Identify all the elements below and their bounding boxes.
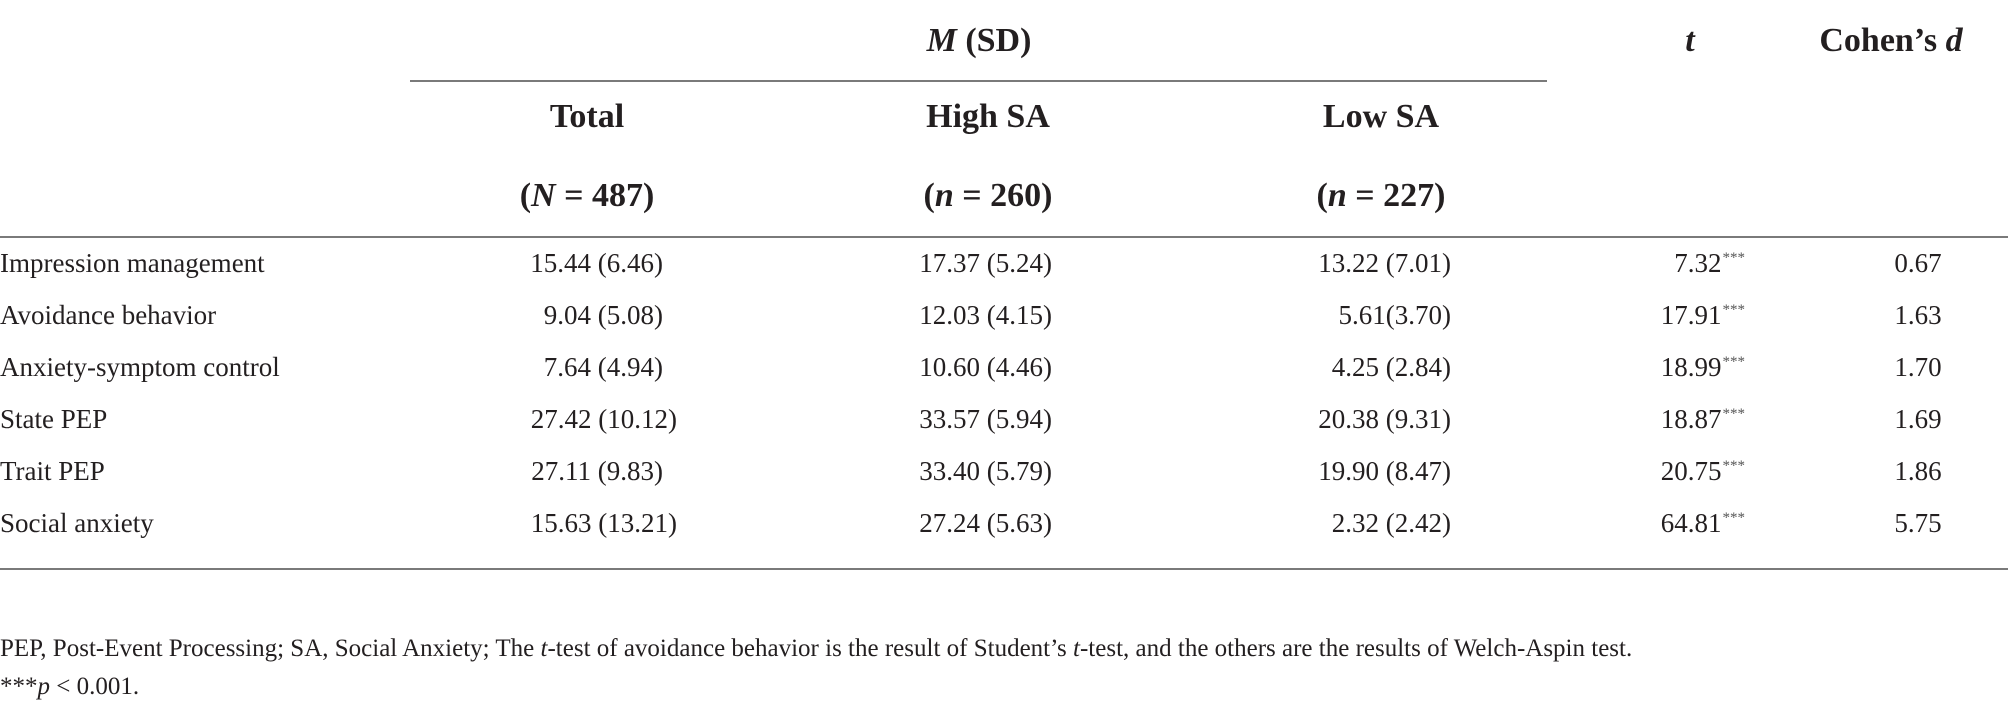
cell-t: 64.81***	[1661, 505, 1745, 541]
n-symbol: n	[934, 177, 954, 214]
paren-close: )	[642, 177, 655, 214]
footnote-significance: ***p < 0.001.	[0, 670, 139, 704]
header-cohens-d-italic: d	[1945, 22, 1963, 59]
paren-open: (	[519, 177, 532, 214]
cell-low-sa: 20.38 (9.31)	[1318, 404, 1451, 434]
footnote-text-a: PEP, Post-Event Processing; SA, Social A…	[0, 635, 541, 662]
paren-open: (	[1316, 177, 1328, 214]
cell-high-sa: 17.37 (5.24)	[919, 248, 1052, 278]
header-high-sa: High SA	[926, 98, 1050, 135]
table-row: State PEP 27.42 (10.12) 33.57 (5.94) 20.…	[0, 401, 2008, 453]
cell-high-sa: 12.03 (4.15)	[919, 300, 1052, 330]
header-total: Total	[549, 98, 625, 135]
table-row: Avoidance behavior 9.04 (5.08) 12.03 (4.…	[0, 297, 2008, 349]
cell-t: 17.91***	[1661, 297, 1745, 333]
significance-stars: ***	[1722, 406, 1746, 422]
table-row: Social anxiety 15.63 (13.21) 27.24 (5.63…	[0, 505, 2008, 557]
cell-cohens-d: 5.75	[1894, 508, 1942, 538]
header-low-sa-n: (n = 227)	[1317, 176, 1446, 216]
cell-cohens-d: 1.69	[1894, 404, 1942, 434]
header-total-n: (N = 487)	[520, 176, 655, 216]
n-value: 260	[990, 177, 1042, 214]
cell-high-sa: 33.40 (5.79)	[919, 456, 1052, 486]
cell-cohens-d: 1.63	[1894, 300, 1942, 330]
header-cohens-d: Cohen’s d	[1819, 21, 1962, 61]
row-label: Avoidance behavior	[0, 300, 217, 330]
n-eq: =	[1346, 177, 1384, 214]
significance-stars: ***	[1722, 250, 1746, 266]
cell-cohens-d: 1.70	[1894, 352, 1942, 382]
cell-low-sa: 4.25 (2.84)	[1331, 352, 1451, 382]
significance-stars: ***	[1722, 458, 1746, 474]
cell-total: 27.42 (10.12)	[530, 404, 677, 434]
footnote-stars: ***	[0, 673, 38, 700]
cell-total: 15.63 (13.21)	[530, 508, 677, 538]
t-value: 20.75	[1660, 456, 1722, 486]
row-label: Trait PEP	[0, 456, 105, 486]
header-group-label-m: M	[926, 22, 957, 59]
header-low-sa: Low SA	[1322, 98, 1440, 135]
cell-cohens-d: 1.86	[1894, 456, 1942, 486]
n-value: 227	[1383, 177, 1435, 214]
header-cohens-d-prefix: Cohen’s	[1819, 22, 1946, 59]
header-t: t	[1685, 21, 1694, 61]
header-t-label: t	[1685, 22, 1695, 59]
cell-t: 18.87***	[1661, 401, 1745, 437]
header-high-sa-n: (n = 260)	[924, 176, 1053, 216]
t-value: 17.91	[1660, 300, 1722, 330]
significance-stars: ***	[1722, 510, 1746, 526]
footnote-t-italic: t	[1073, 635, 1080, 662]
table-bottom-rule	[0, 568, 2008, 570]
paren-close: )	[1041, 177, 1053, 214]
cell-high-sa: 27.24 (5.63)	[919, 508, 1052, 538]
header-group-rule	[410, 80, 1547, 82]
n-value: 487	[591, 177, 643, 214]
paren-close: )	[1434, 177, 1446, 214]
t-value: 18.87	[1660, 404, 1722, 434]
table-row: Impression management 15.44 (6.46) 17.37…	[0, 245, 2008, 297]
n-eq: =	[555, 177, 592, 214]
cell-t: 7.32***	[1674, 245, 1745, 281]
cell-low-sa: 19.90 (8.47)	[1318, 456, 1451, 486]
cell-total: 27.11 (9.83)	[531, 456, 663, 486]
header-group-label: M (SD)	[927, 21, 1032, 61]
cell-high-sa: 33.57 (5.94)	[919, 404, 1052, 434]
significance-stars: ***	[1722, 302, 1746, 318]
footnote-abbreviations: PEP, Post-Event Processing; SA, Social A…	[0, 632, 1632, 666]
header-bottom-rule	[0, 236, 2008, 238]
n-eq: =	[953, 177, 991, 214]
cell-cohens-d: 0.67	[1894, 248, 1942, 278]
footnote-text-c: -test, and the others are the results of…	[1079, 635, 1633, 662]
t-value: 7.32	[1674, 248, 1722, 278]
row-label: Social anxiety	[0, 508, 154, 538]
table-row: Trait PEP 27.11 (9.83) 33.40 (5.79) 19.9…	[0, 453, 2008, 505]
n-symbol: n	[1327, 177, 1347, 214]
n-symbol: N	[531, 177, 556, 214]
header-group-label-sd: (SD)	[956, 22, 1032, 59]
footnote-p-italic: p	[37, 673, 51, 700]
paren-open: (	[923, 177, 935, 214]
footnote-t-italic: t	[540, 635, 548, 662]
footnote-p-value: < 0.001.	[50, 673, 140, 700]
cell-t: 20.75***	[1661, 453, 1745, 489]
significance-stars: ***	[1722, 354, 1746, 370]
t-value: 18.99	[1660, 352, 1722, 382]
cell-low-sa: 2.32 (2.42)	[1331, 508, 1451, 538]
cell-t: 18.99***	[1661, 349, 1745, 385]
cell-total: 15.44 (6.46)	[530, 248, 663, 278]
table-row: Anxiety-symptom control 7.64 (4.94) 10.6…	[0, 349, 2008, 401]
cell-total: 7.64 (4.94)	[543, 352, 663, 382]
cell-low-sa: 13.22 (7.01)	[1318, 248, 1451, 278]
row-label: State PEP	[0, 404, 108, 434]
cell-total: 9.04 (5.08)	[543, 300, 663, 330]
row-label: Impression management	[0, 248, 265, 278]
t-value: 64.81	[1660, 508, 1722, 538]
row-label: Anxiety-symptom control	[0, 352, 280, 382]
cell-low-sa: 5.61(3.70)	[1338, 300, 1451, 330]
cell-high-sa: 10.60 (4.46)	[919, 352, 1052, 382]
footnote-text-b: -test of avoidance behavior is the resul…	[547, 635, 1074, 662]
